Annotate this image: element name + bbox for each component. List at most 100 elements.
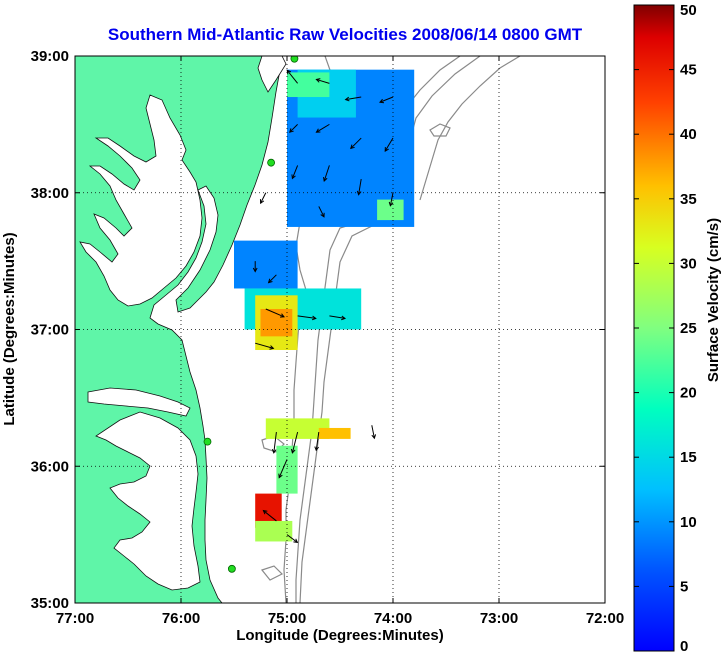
velocity-region-northern-field-southeast <box>377 199 404 221</box>
colorbar <box>633 4 675 652</box>
velocity-vector <box>273 432 277 453</box>
velocity-vector <box>389 192 394 206</box>
x-axis: 77:00 76:00 75:00 74:00 73:00 72:00 <box>56 56 624 627</box>
velocity-vector-head <box>259 199 265 205</box>
velocity-vector <box>255 342 274 349</box>
velocity-vector-head <box>315 128 321 133</box>
velocity-vector-head <box>311 315 317 321</box>
radar-station-marker <box>227 564 236 573</box>
velocity-vector-head <box>320 212 325 218</box>
y-tick-label: 35:00 <box>31 595 69 612</box>
x-tick-label: 72:00 <box>586 610 624 627</box>
colorbar-tick-label: 0 <box>680 638 688 655</box>
velocity-vector-head <box>322 176 328 182</box>
velocity-vector <box>291 431 299 453</box>
y-tick-label: 38:00 <box>31 185 69 202</box>
contour-line <box>429 123 451 137</box>
velocity-region-central-field-north <box>234 240 298 289</box>
velocity-vector <box>350 137 362 149</box>
colorbar-tick-label: 25 <box>680 320 697 337</box>
velocity-vector-head <box>350 144 355 150</box>
radar-station-marker <box>267 158 276 167</box>
velocity-vector <box>291 165 299 179</box>
x-tick-label: 74:00 <box>374 610 412 627</box>
colorbar-tick-label: 30 <box>680 255 697 272</box>
velocity-field <box>234 69 415 542</box>
pamlico-sound <box>95 411 201 591</box>
velocity-vector-head <box>286 69 292 75</box>
velocity-region-southern-patch-east <box>318 427 351 439</box>
velocity-vector <box>263 510 277 522</box>
velocity-vector-head <box>290 448 296 454</box>
velocity-vector-head <box>289 128 294 133</box>
colorbar-tick-label: 45 <box>680 62 697 79</box>
velocity-vector <box>358 178 362 195</box>
velocity-vector <box>289 124 298 133</box>
velocity-vector-head <box>279 313 285 318</box>
velocity-vector-head <box>252 267 258 273</box>
velocity-region-southern-patch-north <box>265 418 330 439</box>
velocity-vector <box>316 123 330 133</box>
albemarle-sound <box>87 387 191 417</box>
velocity-vector <box>260 192 267 204</box>
colorbar-label: Surface Velocity (cm/s) <box>705 218 722 382</box>
velocity-vector-head <box>388 201 394 207</box>
velocity-vector-head <box>271 448 277 454</box>
y-tick-label: 36:00 <box>31 458 69 475</box>
grid-lines <box>75 56 605 603</box>
velocity-vector-head <box>291 174 296 180</box>
velocity-vector <box>278 459 288 478</box>
velocity-vector-head <box>315 78 321 83</box>
velocity-vector-head <box>269 345 275 350</box>
velocity-vector-head <box>278 473 283 479</box>
velocity-vector-head <box>293 538 299 544</box>
velocity-vector-head <box>371 434 377 440</box>
velocity-region-southern-patch-mid <box>276 445 298 494</box>
radar-stations <box>203 56 299 573</box>
current-vectors <box>252 69 394 544</box>
velocity-vector-head <box>344 96 350 102</box>
velocity-vector-head <box>384 147 389 152</box>
velocity-vector-head <box>267 278 273 284</box>
velocity-vector <box>286 70 298 84</box>
delaware-bay <box>257 56 287 93</box>
velocity-vector <box>379 96 394 103</box>
velocity-vector <box>323 165 330 182</box>
colorbar-tick-label: 10 <box>680 514 697 531</box>
contour-line <box>260 565 284 581</box>
radar-station-marker <box>290 56 299 63</box>
map-layer <box>75 56 605 603</box>
velocity-region-southern-patch-cape-edge <box>255 520 293 542</box>
chesapeake-bay <box>79 94 203 307</box>
velocity-vector <box>384 137 394 152</box>
y-tick-label: 37:00 <box>31 322 69 339</box>
velocity-vector <box>329 315 346 319</box>
colorbar-tick-label: 40 <box>680 126 697 143</box>
velocity-vector-head <box>356 190 362 196</box>
x-tick-label: 75:00 <box>268 610 306 627</box>
y-tick-label: 39:00 <box>31 48 69 65</box>
velocity-vector <box>297 315 316 319</box>
velocity-region-northern-field-north-edge <box>287 72 330 98</box>
colorbar-tick-label: 15 <box>680 449 697 466</box>
velocity-vector-head <box>341 315 347 321</box>
velocity-vector-head <box>262 509 268 515</box>
x-tick-label: 73:00 <box>480 610 518 627</box>
velocity-vector <box>268 274 277 283</box>
radar-station-marker <box>203 437 212 446</box>
velocity-vector <box>345 96 362 101</box>
x-axis-label: Longitude (Degrees:Minutes) <box>236 627 444 644</box>
velocity-vector-head <box>314 446 319 452</box>
velocity-vector <box>316 78 330 84</box>
velocity-vector-head <box>379 98 385 104</box>
colorbar-tick-label: 50 <box>680 2 697 19</box>
x-tick-label: 77:00 <box>56 610 94 627</box>
y-axis: 35:00 36:00 37:00 38:00 39:00 <box>31 48 605 612</box>
x-tick-label: 76:00 <box>162 610 200 627</box>
colorbar-ticks: 0 5 10 15 20 25 30 35 40 45 50 <box>634 2 697 655</box>
velocity-vector <box>318 206 325 218</box>
velocity-vector <box>286 534 298 543</box>
contour-line <box>419 56 521 201</box>
chart-title: Southern Mid-Atlantic Raw Velocities 200… <box>108 25 583 44</box>
